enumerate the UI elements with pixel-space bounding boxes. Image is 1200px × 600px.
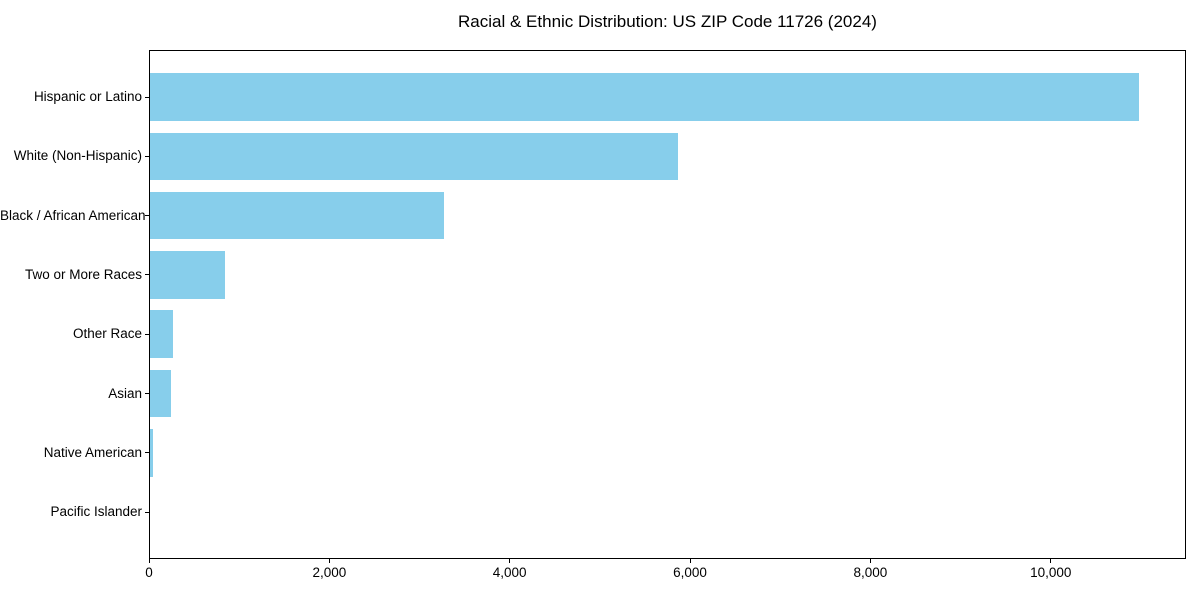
y-tick-mark <box>145 511 149 513</box>
x-tick-mark <box>509 559 511 563</box>
y-tick-mark <box>145 452 149 454</box>
y-tick-label-other-race: Other Race <box>72 326 142 342</box>
y-tick-label-black-african-american: Black / African American <box>0 207 146 223</box>
y-tick-label-hispanic-or-latino: Hispanic or Latino <box>33 89 142 104</box>
bar-native-american <box>150 429 153 477</box>
bar-white-non-hispanic <box>150 132 679 181</box>
bar-two-or-more-races <box>150 251 226 299</box>
bar-asian <box>150 369 171 418</box>
x-tick-label-8-000: 8,000 <box>853 565 888 580</box>
y-tick-label-asian: Asian <box>108 385 142 401</box>
bar-black-african-american <box>150 191 445 240</box>
y-tick-label-white-non-hispanic: White (Non-Hispanic) <box>13 148 142 164</box>
x-tick-label-10-000: 10,000 <box>1030 565 1072 580</box>
y-tick-mark <box>145 155 149 157</box>
y-tick-mark <box>145 274 149 276</box>
bar-hispanic-or-latino <box>150 73 1139 121</box>
chart-title: Racial & Ethnic Distribution: US ZIP Cod… <box>458 12 877 31</box>
x-tick-mark <box>1050 559 1052 563</box>
y-tick-label-two-or-more-races: Two or More Races <box>24 266 142 282</box>
x-tick-mark <box>148 559 150 563</box>
plot-area <box>149 50 1186 559</box>
x-tick-mark <box>869 559 871 563</box>
y-tick-label-pacific-islander: Pacific Islander <box>50 504 142 520</box>
x-tick-mark <box>689 559 691 563</box>
y-tick-mark <box>145 393 149 394</box>
x-tick-label-0: 0 <box>145 565 153 580</box>
x-tick-label-6-000: 6,000 <box>673 565 707 580</box>
y-tick-mark <box>145 96 149 98</box>
bar-other-race <box>150 310 174 358</box>
y-tick-label-native-american: Native American <box>43 444 142 460</box>
y-tick-mark <box>145 215 149 217</box>
x-tick-label-2-000: 2,000 <box>312 565 347 580</box>
x-tick-label-4-000: 4,000 <box>492 565 527 580</box>
y-tick-mark <box>145 333 149 335</box>
x-tick-mark <box>328 559 330 563</box>
